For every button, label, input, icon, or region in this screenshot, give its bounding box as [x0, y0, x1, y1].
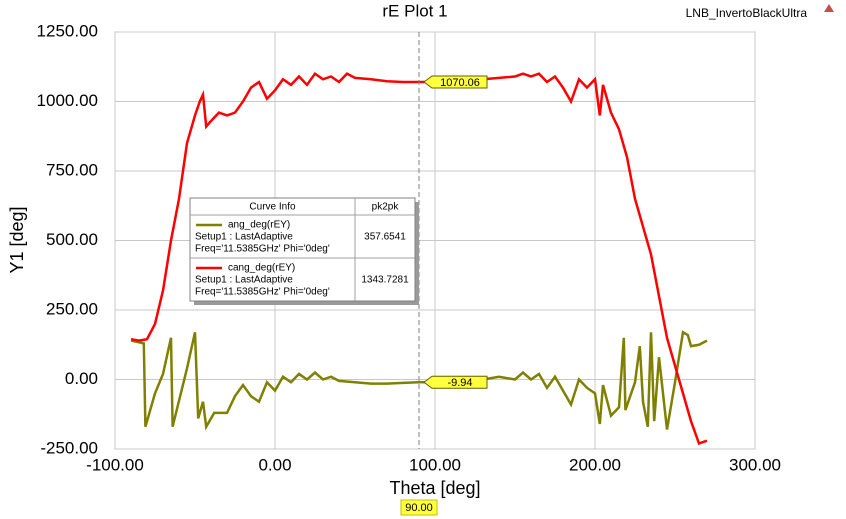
- y-tick-label: 750.00: [46, 160, 98, 179]
- y-tick-label: 1250.00: [37, 21, 98, 40]
- legend-name: cang_deg(rEY): [228, 263, 295, 274]
- legend-pk2pk: 1343.7281: [361, 275, 409, 286]
- legend-freq: Freq='11.5385GHz' Phi='0deg': [195, 244, 330, 255]
- icon: [824, 4, 834, 12]
- legend-pk2pk: 357.6541: [364, 232, 406, 243]
- x-tick-label: 0.00: [258, 455, 291, 474]
- series-line: [130, 71, 708, 446]
- x-axis-label: Theta [deg]: [389, 478, 480, 498]
- marker-x-box: [400, 499, 438, 516]
- y-tick-label: 0.00: [65, 369, 98, 388]
- x-tick-label: 100.00: [409, 455, 461, 474]
- marker-label: -9.94: [447, 377, 472, 389]
- curves: 1070.06 -9.94 90.00: [130, 32, 708, 516]
- marker-label-box: [423, 75, 488, 89]
- legend-setup: Setup1 : LastAdaptive: [195, 232, 293, 243]
- marker-x-label: 90.00: [405, 502, 433, 514]
- marker-label: 1070.06: [440, 77, 480, 89]
- y-tick-label: 1000.00: [37, 91, 98, 110]
- legend-name: ang_deg(rEY): [228, 220, 290, 231]
- x-tick-label: -100.00: [86, 455, 144, 474]
- legend-header: Curve Info: [249, 202, 296, 213]
- y-tick-label: -250.00: [40, 438, 98, 457]
- marker-label-box: [423, 375, 488, 389]
- y-tick-label: 500.00: [46, 230, 98, 249]
- y-tick-label: 250.00: [46, 299, 98, 318]
- x-tick-label: 200.00: [569, 455, 621, 474]
- legend-header: pk2pk: [372, 202, 400, 213]
- x-tick-label: 300.00: [729, 455, 781, 474]
- project-name: LNB_InvertoBlackUltra: [686, 6, 808, 20]
- legend-setup: Setup1 : LastAdaptive: [195, 275, 293, 286]
- chart-title: rE Plot 1: [382, 1, 447, 20]
- y-axis-label: Y1 [deg]: [7, 206, 27, 273]
- legend-freq: Freq='11.5385GHz' Phi='0deg': [195, 287, 330, 298]
